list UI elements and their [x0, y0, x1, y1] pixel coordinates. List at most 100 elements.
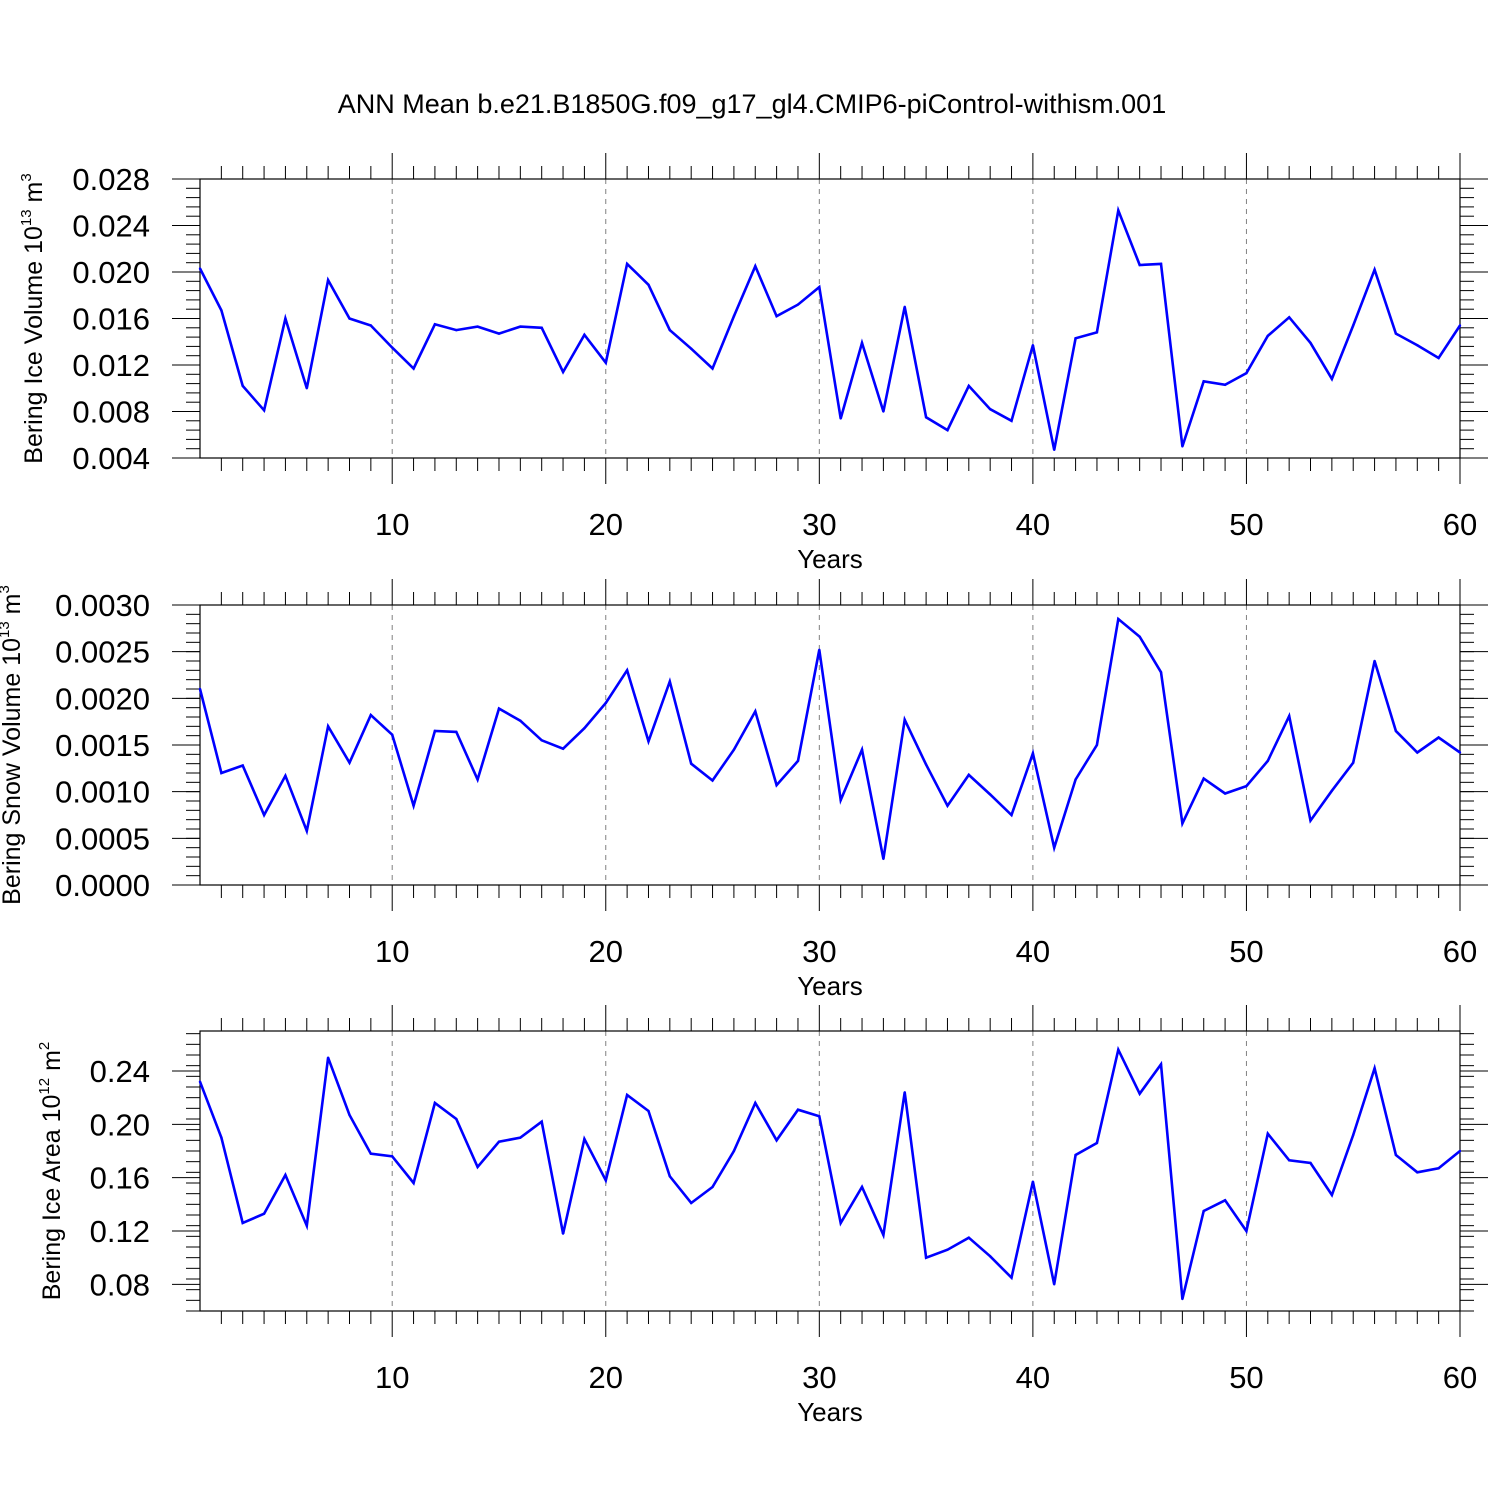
- panel-1-point-3: [241, 384, 244, 388]
- panel-1-point-29: [796, 303, 800, 306]
- panel-1-point-19: [583, 333, 586, 336]
- panel-1-point-57: [1394, 332, 1398, 335]
- panel-3-point-25: [711, 1185, 714, 1189]
- panel-1-point-60: [1458, 324, 1462, 327]
- panel-1-point-16: [519, 325, 522, 328]
- panel-3-point-26: [732, 1149, 736, 1153]
- panel-1-ylabel-unit-exponent: 3: [18, 173, 35, 181]
- panel-3-point-52: [1287, 1159, 1291, 1162]
- panel-1-point-7: [326, 278, 330, 282]
- panel-1-point-32: [860, 341, 864, 345]
- panel-2-point-54: [1330, 789, 1334, 792]
- panel-2-ytick-label-0: 0.0000: [55, 868, 150, 903]
- panel-2-point-2: [220, 771, 223, 775]
- panel-2-xtick-label-30: 30: [802, 934, 836, 969]
- panel-3-point-56: [1373, 1067, 1376, 1070]
- panel-1-xtick-label-10: 10: [375, 507, 409, 542]
- panel-3-point-17: [540, 1120, 543, 1123]
- panel-1-point-38: [988, 407, 992, 411]
- panel-2-point-44: [1117, 617, 1120, 621]
- panel-1-xtick-label-50: 50: [1229, 507, 1263, 542]
- panel-1: 10 20 30 40 50 60 0.004 0.008 0.012 0.016 0.020 0.0…: [18, 153, 1488, 574]
- panel-1-point-55: [1352, 324, 1355, 327]
- panel-2-ytick-label-6: 0.0030: [55, 588, 150, 623]
- panel-1-ytick-label-5: 0.024: [72, 209, 150, 244]
- panel-3-ytick-label-0: 0.08: [90, 1267, 150, 1302]
- panel-3-xtick-label-20: 20: [589, 1360, 623, 1395]
- panel-1-point-17: [540, 326, 543, 329]
- panel-3-point-44: [1117, 1048, 1120, 1051]
- panel-2-point-46: [1159, 671, 1163, 674]
- panel-2-point-45: [1138, 635, 1141, 638]
- panel-1-ylabel-unit: m: [20, 182, 48, 210]
- panel-3-xtick-label-40: 40: [1016, 1360, 1050, 1395]
- panel-2-point-12: [433, 729, 437, 733]
- panel-3-point-28: [775, 1139, 778, 1142]
- panel-2-point-39: [1010, 813, 1013, 817]
- panel-1-point-50: [1245, 371, 1248, 375]
- panel-2-ytick-label-2: 0.0010: [55, 775, 150, 810]
- panel-1-point-35: [924, 416, 928, 419]
- panel-3-point-13: [455, 1117, 458, 1121]
- panel-1-point-21: [625, 262, 629, 266]
- panel-3-point-22: [647, 1109, 650, 1113]
- panel-2-point-59: [1437, 736, 1440, 739]
- panel-1-point-12: [433, 323, 437, 326]
- panel-1-point-27: [754, 264, 757, 268]
- panel-3-point-43: [1095, 1141, 1099, 1145]
- panel-2-point-18: [561, 747, 565, 750]
- panel-2-point-58: [1416, 751, 1419, 754]
- panel-1-point-40: [1031, 344, 1035, 347]
- panel-2-ylabel: Bering Snow Volume 1013 m3: [0, 585, 26, 905]
- panel-2-xtick-label-20: 20: [589, 934, 623, 969]
- panel-3-point-47: [1181, 1297, 1184, 1301]
- panel-3-point-33: [882, 1233, 885, 1237]
- panel-1-point-4: [262, 409, 266, 412]
- panel-3-ytick-label-1: 0.12: [90, 1214, 150, 1249]
- panel-2-point-50: [1245, 784, 1248, 788]
- panel-2-point-17: [540, 739, 543, 742]
- panel-3-point-1: [198, 1080, 202, 1083]
- panel-3-point-16: [519, 1136, 522, 1139]
- panel-2-point-42: [1074, 778, 1077, 781]
- panel-1-point-48: [1202, 380, 1205, 383]
- figure-title: ANN Mean b.e21.B1850G.f09_g17_gl4.CMIP6-…: [338, 89, 1166, 119]
- panel-3-point-4: [262, 1212, 266, 1215]
- panel-1-point-59: [1437, 356, 1440, 360]
- panel-1-xtick-label-30: 30: [802, 507, 836, 542]
- panel-3-point-30: [818, 1115, 821, 1118]
- panel-2-point-32: [860, 748, 864, 751]
- panel-3-point-19: [583, 1137, 586, 1141]
- panel-1-frame: [199, 178, 1461, 459]
- panel-2-point-51: [1266, 759, 1269, 763]
- panel-1-point-11: [412, 367, 415, 370]
- panel-2-point-22: [647, 740, 650, 743]
- panel-1-point-6: [305, 387, 308, 390]
- panel-3-ylabel-unit-exponent: 2: [36, 1042, 53, 1050]
- panel-2-point-52: [1287, 714, 1291, 718]
- panel-3-point-8: [348, 1113, 351, 1117]
- panel-2-ylabel-unit-exponent: 3: [0, 585, 13, 593]
- panel-1-point-10: [391, 346, 394, 349]
- panel-1-ytick-label-3: 0.016: [72, 302, 150, 337]
- panel-1-xtick-label-20: 20: [589, 507, 623, 542]
- panel-2-point-28: [775, 783, 778, 787]
- panel-2-xtick-label-10: 10: [375, 934, 409, 969]
- panel-3-point-10: [391, 1155, 394, 1158]
- panel-1-point-44: [1117, 209, 1120, 212]
- panel-3-point-11: [412, 1181, 415, 1185]
- panel-1-point-14: [476, 325, 479, 328]
- panel-3-ytick-label-4: 0.24: [90, 1054, 150, 1089]
- panel-1-point-52: [1287, 316, 1291, 319]
- panel-2-point-53: [1309, 819, 1312, 822]
- panel-2-xtick-label-50: 50: [1229, 934, 1263, 969]
- panel-2-point-36: [946, 804, 949, 807]
- panel-2-point-49: [1223, 792, 1227, 795]
- panel-3-point-45: [1138, 1092, 1141, 1095]
- panel-3-point-24: [689, 1201, 693, 1205]
- panel-3-point-34: [903, 1091, 906, 1094]
- panel-2-point-3: [241, 764, 244, 767]
- panel-2-point-47: [1181, 822, 1184, 825]
- panel-2-point-31: [839, 798, 842, 802]
- panel-1-point-36: [946, 428, 949, 432]
